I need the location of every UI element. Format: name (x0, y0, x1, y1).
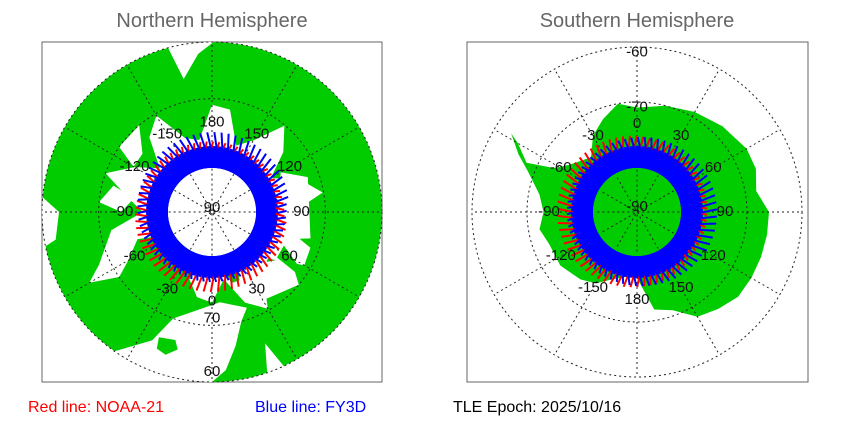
meridian-line (615, 175, 659, 249)
fy3d-track-band (573, 148, 701, 276)
legend-noaa21: Red line: NOAA-21 (28, 399, 165, 416)
longitude-label: -90 (538, 203, 560, 220)
longitude-label: -60 (550, 159, 572, 176)
longitude-label: -60 (124, 248, 146, 265)
longitude-label: -90 (112, 203, 134, 220)
longitude-label: 60 (705, 159, 722, 176)
longitude-label: 30 (673, 127, 690, 144)
iceland (156, 337, 178, 355)
longitude-label: 0 (633, 115, 641, 132)
meridian-line (126, 64, 213, 213)
meridian-line (615, 175, 659, 249)
latitude-label: 60 (204, 363, 221, 380)
longitude-label: 0 (208, 293, 216, 310)
longitude-label: -30 (156, 281, 178, 298)
graticule (41, 41, 803, 383)
longitude-label: 90 (293, 203, 310, 220)
meridian-line (211, 211, 360, 298)
longitude-label: -120 (119, 158, 149, 175)
longitude-label: 150 (668, 279, 693, 296)
longitude-label: 30 (248, 281, 265, 298)
meridian-line (64, 211, 213, 298)
fy3d-track-band (148, 148, 276, 276)
legend-fy3d: Blue line: FY3D (255, 399, 367, 416)
graticule-labels: 0306090120150180-150-120-90-60-309070600… (112, 43, 734, 380)
latitude-label: 90 (204, 199, 221, 216)
meridian-line (211, 211, 298, 360)
longitude-label: -120 (546, 247, 576, 264)
ocean-area (279, 172, 311, 240)
ocean-area (119, 125, 143, 167)
longitude-label: -30 (582, 127, 604, 144)
north-title: Northern Hemisphere (116, 10, 308, 32)
latitude-label: 70 (204, 310, 221, 327)
longitude-label: 180 (624, 291, 649, 308)
meridian-line (211, 64, 298, 213)
meridian-line (211, 126, 360, 213)
meridian-line (600, 190, 674, 234)
longitude-label: -150 (152, 125, 182, 142)
longitude-label: -150 (578, 279, 608, 296)
ocean-area (99, 185, 134, 212)
meridian-line (64, 126, 213, 213)
meridian-line (600, 190, 674, 234)
latitude-circle (41, 41, 383, 383)
latitude-label: -60 (626, 43, 648, 60)
latitude-label: -90 (626, 198, 648, 215)
longitude-label: 90 (717, 203, 734, 220)
inner-land (593, 168, 681, 256)
longitude-label: 120 (277, 158, 302, 175)
longitude-label: 120 (701, 247, 726, 264)
latitude-label: -70 (626, 98, 648, 115)
tle-epoch: TLE Epoch: 2025/10/16 (453, 399, 622, 416)
ocean-area (89, 229, 147, 283)
satellite-tracks (135, 132, 718, 293)
longitude-label: 180 (199, 113, 224, 130)
ocean-area (66, 302, 247, 382)
inner-ocean (168, 168, 256, 256)
meridian-line (126, 211, 213, 360)
longitude-label: 60 (281, 248, 298, 265)
longitude-label: 150 (244, 125, 269, 142)
latitude-circle (471, 46, 803, 378)
latitude-circle (98, 98, 326, 326)
south-title: Southern Hemisphere (539, 10, 735, 32)
